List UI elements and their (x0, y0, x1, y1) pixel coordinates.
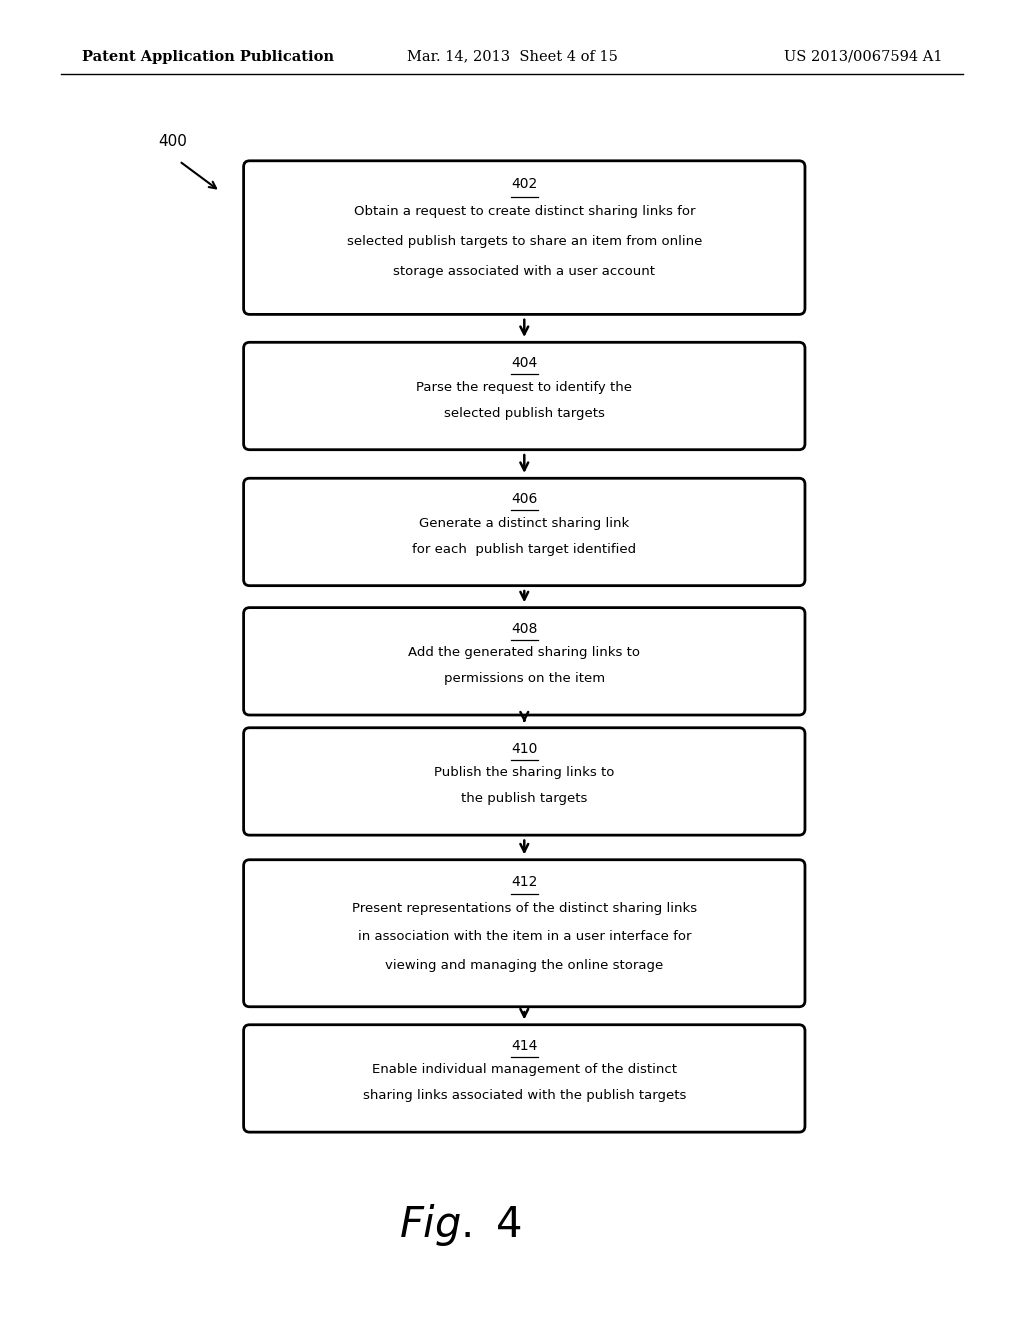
Text: 410: 410 (511, 742, 538, 756)
Text: US 2013/0067594 A1: US 2013/0067594 A1 (783, 50, 942, 63)
Text: 402: 402 (511, 177, 538, 191)
Text: 412: 412 (511, 875, 538, 890)
Text: storage associated with a user account: storage associated with a user account (393, 264, 655, 277)
Text: Obtain a request to create distinct sharing links for: Obtain a request to create distinct shar… (353, 206, 695, 218)
FancyBboxPatch shape (244, 478, 805, 586)
Text: Patent Application Publication: Patent Application Publication (82, 50, 334, 63)
Text: selected publish targets to share an item from online: selected publish targets to share an ite… (346, 235, 702, 248)
Text: the publish targets: the publish targets (461, 792, 588, 805)
Text: 404: 404 (511, 356, 538, 371)
FancyBboxPatch shape (244, 342, 805, 450)
Text: in association with the item in a user interface for: in association with the item in a user i… (357, 931, 691, 944)
Text: permissions on the item: permissions on the item (443, 672, 605, 685)
FancyBboxPatch shape (244, 1024, 805, 1133)
FancyBboxPatch shape (244, 607, 805, 715)
Text: 414: 414 (511, 1039, 538, 1053)
Text: Add the generated sharing links to: Add the generated sharing links to (409, 647, 640, 659)
Text: viewing and managing the online storage: viewing and managing the online storage (385, 958, 664, 972)
Text: for each  publish target identified: for each publish target identified (413, 543, 636, 556)
Text: Mar. 14, 2013  Sheet 4 of 15: Mar. 14, 2013 Sheet 4 of 15 (407, 50, 617, 63)
Text: 406: 406 (511, 492, 538, 507)
FancyBboxPatch shape (244, 859, 805, 1007)
Text: sharing links associated with the publish targets: sharing links associated with the publis… (362, 1089, 686, 1102)
Text: $\mathit{Fig.\ 4}$: $\mathit{Fig.\ 4}$ (399, 1203, 522, 1247)
Text: 400: 400 (159, 135, 187, 149)
FancyBboxPatch shape (244, 161, 805, 314)
Text: Enable individual management of the distinct: Enable individual management of the dist… (372, 1064, 677, 1076)
Text: Parse the request to identify the: Parse the request to identify the (417, 381, 632, 393)
Text: 408: 408 (511, 622, 538, 636)
Text: selected publish targets: selected publish targets (443, 407, 605, 420)
Text: Publish the sharing links to: Publish the sharing links to (434, 767, 614, 779)
Text: Present representations of the distinct sharing links: Present representations of the distinct … (351, 902, 697, 915)
FancyBboxPatch shape (244, 727, 805, 836)
Text: Generate a distinct sharing link: Generate a distinct sharing link (419, 517, 630, 529)
